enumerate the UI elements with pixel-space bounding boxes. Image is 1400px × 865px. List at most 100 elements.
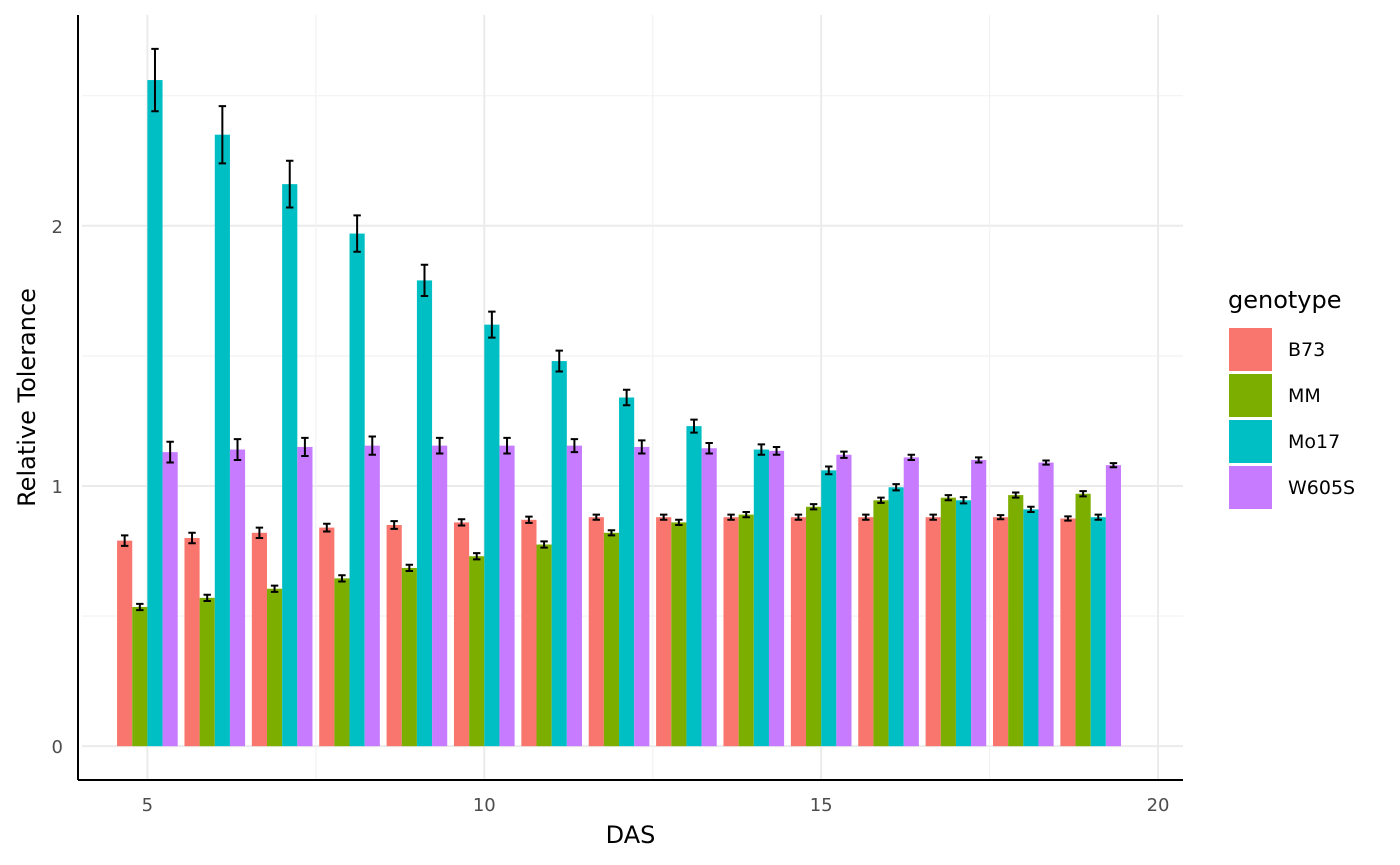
tick-labels: 5 10 15 20 0 1 2 xyxy=(52,217,1170,816)
x-axis-title: DAS xyxy=(606,821,656,849)
bar-w605s-18 xyxy=(1038,462,1054,747)
errorbar-w605s-5 xyxy=(166,440,174,464)
bar-b73-6 xyxy=(184,538,200,747)
bar-mo17-10 xyxy=(484,324,500,747)
legend-key-b73 xyxy=(1229,328,1272,371)
legend-title: genotype xyxy=(1228,286,1342,314)
errorbar-mm-18 xyxy=(1012,491,1020,499)
errorbar-b73-13 xyxy=(659,513,668,521)
x-tick-label: 5 xyxy=(142,795,153,816)
bar-mo17-14 xyxy=(753,449,769,747)
legend-label-mm: MM xyxy=(1288,385,1321,407)
errorbar-b73-18 xyxy=(996,514,1005,521)
errorbar-mo17-11 xyxy=(555,349,563,373)
errorbar-mo17-16 xyxy=(892,483,900,492)
bar-w605s-9 xyxy=(432,445,448,747)
bar-b73-14 xyxy=(723,517,739,747)
bar-b73-13 xyxy=(656,517,672,747)
x-tick-label: 20 xyxy=(1147,795,1170,816)
bar-w605s-6 xyxy=(229,449,246,747)
errorbar-w605s-16 xyxy=(907,453,916,461)
bar-mm-5 xyxy=(132,606,148,747)
bar-mm-16 xyxy=(873,500,889,747)
bar-w605s-19 xyxy=(1105,465,1122,747)
errorbar-b73-10 xyxy=(457,518,466,527)
errorbar-mm-15 xyxy=(809,503,818,511)
errorbar-w605s-17 xyxy=(974,456,983,464)
bar-b73-15 xyxy=(790,517,807,747)
errorbar-b73-19 xyxy=(1064,515,1072,522)
bar-mm-15 xyxy=(806,506,822,747)
bar-mm-19 xyxy=(1075,493,1091,747)
errorbar-w605s-6 xyxy=(233,438,242,461)
errorbar-w605s-18 xyxy=(1042,459,1050,466)
bar-w605s-17 xyxy=(971,459,987,747)
bar-mm-14 xyxy=(738,514,754,747)
bar-mo17-8 xyxy=(349,233,365,747)
errorbar-w605s-7 xyxy=(301,436,309,458)
bar-mm-17 xyxy=(940,497,956,747)
axes xyxy=(77,15,1183,781)
errorbar-w605s-9 xyxy=(435,436,444,455)
bar-mm-9 xyxy=(401,567,417,747)
errorbar-mm-5 xyxy=(136,602,144,612)
bar-mo17-9 xyxy=(416,280,433,747)
legend-key-w605s xyxy=(1229,466,1272,509)
bar-mm-12 xyxy=(603,532,620,747)
bar-mo17-12 xyxy=(619,397,635,747)
bar-mo17-18 xyxy=(1023,509,1039,747)
bar-b73-9 xyxy=(386,525,402,747)
errorbar-mo17-13 xyxy=(690,418,698,434)
bar-mo17-17 xyxy=(955,500,972,747)
bar-w605s-13 xyxy=(701,448,717,747)
x-tick-label: 15 xyxy=(810,795,833,816)
bar-mo17-11 xyxy=(551,361,567,747)
errorbar-mo17-10 xyxy=(488,310,496,339)
bar-b73-5 xyxy=(117,540,133,747)
errorbar-mm-13 xyxy=(675,518,683,526)
errorbar-mo17-15 xyxy=(825,465,833,476)
errorbar-mm-9 xyxy=(405,563,414,573)
bar-mo17-16 xyxy=(888,487,904,747)
bar-mo17-15 xyxy=(821,470,837,747)
errorbar-b73-14 xyxy=(727,513,735,521)
bar-mo17-6 xyxy=(214,134,230,747)
errorbar-b73-17 xyxy=(929,513,937,521)
bar-w605s-8 xyxy=(364,445,380,747)
bars-layer xyxy=(117,80,1122,747)
errorbar-b73-7 xyxy=(255,526,264,540)
bar-mo17-7 xyxy=(282,184,298,747)
errorbar-w605s-10 xyxy=(503,436,511,455)
errorbar-b73-15 xyxy=(794,513,803,521)
errorbar-mm-19 xyxy=(1079,490,1087,498)
bar-w605s-7 xyxy=(297,446,313,747)
errorbar-mm-8 xyxy=(338,574,346,583)
errorbar-mm-16 xyxy=(877,496,885,504)
errorbar-b73-11 xyxy=(525,515,533,524)
errorbar-mo17-12 xyxy=(622,388,631,407)
errorbar-w605s-11 xyxy=(570,438,579,454)
bar-mo17-13 xyxy=(686,426,702,747)
errorbar-mm-11 xyxy=(540,540,548,549)
bar-b73-19 xyxy=(1060,518,1076,747)
bar-w605s-15 xyxy=(836,454,852,747)
y-tick-label: 1 xyxy=(52,477,63,498)
errorbar-mo17-19 xyxy=(1094,513,1102,521)
bar-w605s-16 xyxy=(903,457,919,747)
errorbar-w605s-14 xyxy=(772,445,781,456)
errorbar-mm-14 xyxy=(742,510,750,519)
legend-label-mo17: Mo17 xyxy=(1288,431,1340,453)
bar-b73-17 xyxy=(925,517,941,747)
bar-b73-7 xyxy=(251,532,267,747)
bar-b73-12 xyxy=(588,517,604,747)
bar-w605s-5 xyxy=(162,452,178,747)
y-tick-label: 0 xyxy=(52,737,63,758)
errorbar-b73-8 xyxy=(323,522,331,533)
bar-b73-18 xyxy=(992,517,1009,747)
errorbar-mm-6 xyxy=(203,593,211,602)
errorbar-mo17-5 xyxy=(151,47,159,113)
errorbar-mo17-8 xyxy=(353,214,361,253)
errorbar-b73-6 xyxy=(188,531,196,545)
bar-mm-11 xyxy=(536,544,552,747)
